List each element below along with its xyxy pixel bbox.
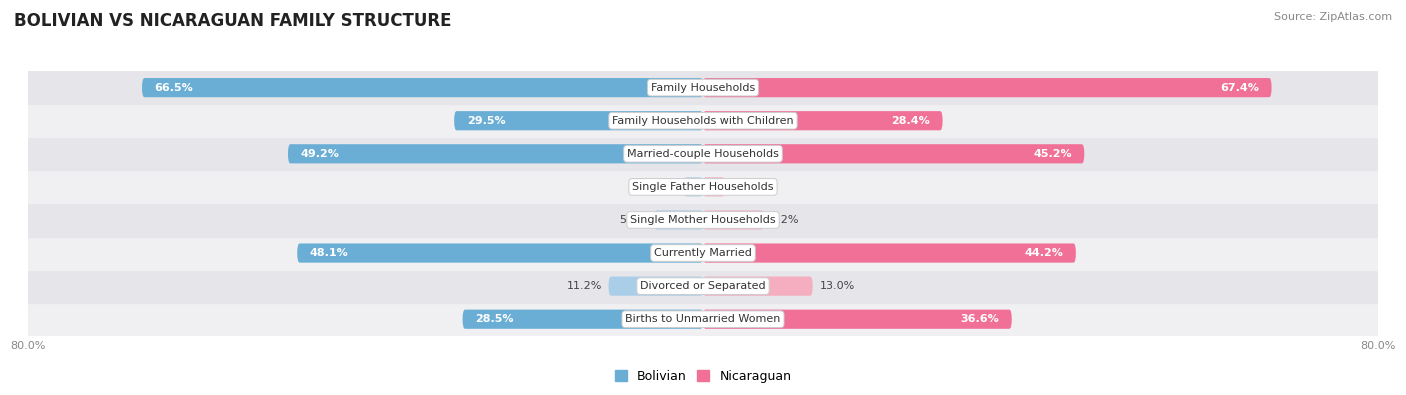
FancyBboxPatch shape: [703, 310, 1012, 329]
FancyBboxPatch shape: [703, 111, 942, 130]
Text: 11.2%: 11.2%: [567, 281, 602, 291]
Text: 29.5%: 29.5%: [467, 116, 505, 126]
FancyBboxPatch shape: [703, 211, 763, 229]
FancyBboxPatch shape: [703, 177, 725, 196]
Bar: [28, 137, 1378, 170]
FancyBboxPatch shape: [683, 177, 703, 196]
Legend: Bolivian, Nicaraguan: Bolivian, Nicaraguan: [610, 365, 796, 388]
Text: 13.0%: 13.0%: [820, 281, 855, 291]
Text: 36.6%: 36.6%: [960, 314, 1000, 324]
Text: 45.2%: 45.2%: [1033, 149, 1071, 159]
FancyBboxPatch shape: [297, 243, 703, 263]
Text: Source: ZipAtlas.com: Source: ZipAtlas.com: [1274, 12, 1392, 22]
Text: Single Father Households: Single Father Households: [633, 182, 773, 192]
FancyBboxPatch shape: [288, 144, 703, 164]
Bar: [28, 170, 1378, 203]
Text: 48.1%: 48.1%: [309, 248, 349, 258]
Text: 44.2%: 44.2%: [1025, 248, 1063, 258]
Text: 5.8%: 5.8%: [619, 215, 647, 225]
Bar: [28, 237, 1378, 269]
Text: 2.3%: 2.3%: [648, 182, 676, 192]
Text: Married-couple Households: Married-couple Households: [627, 149, 779, 159]
Text: Single Mother Households: Single Mother Households: [630, 215, 776, 225]
Bar: [28, 203, 1378, 237]
Text: 67.4%: 67.4%: [1220, 83, 1258, 93]
Text: 2.6%: 2.6%: [731, 182, 761, 192]
Text: 7.2%: 7.2%: [770, 215, 799, 225]
Text: BOLIVIAN VS NICARAGUAN FAMILY STRUCTURE: BOLIVIAN VS NICARAGUAN FAMILY STRUCTURE: [14, 12, 451, 30]
FancyBboxPatch shape: [703, 243, 1076, 263]
Bar: [28, 269, 1378, 303]
FancyBboxPatch shape: [609, 276, 703, 296]
FancyBboxPatch shape: [142, 78, 703, 97]
Text: 28.4%: 28.4%: [891, 116, 929, 126]
FancyBboxPatch shape: [654, 211, 703, 229]
FancyBboxPatch shape: [454, 111, 703, 130]
FancyBboxPatch shape: [463, 310, 703, 329]
Text: 49.2%: 49.2%: [301, 149, 339, 159]
Bar: [28, 303, 1378, 336]
Text: Births to Unmarried Women: Births to Unmarried Women: [626, 314, 780, 324]
FancyBboxPatch shape: [703, 78, 1271, 97]
FancyBboxPatch shape: [703, 276, 813, 296]
FancyBboxPatch shape: [703, 144, 1084, 164]
Text: 28.5%: 28.5%: [475, 314, 513, 324]
Bar: [28, 104, 1378, 137]
Text: Family Households: Family Households: [651, 83, 755, 93]
Text: Family Households with Children: Family Households with Children: [612, 116, 794, 126]
Text: Divorced or Separated: Divorced or Separated: [640, 281, 766, 291]
Text: 66.5%: 66.5%: [155, 83, 194, 93]
Text: Currently Married: Currently Married: [654, 248, 752, 258]
Bar: [28, 71, 1378, 104]
